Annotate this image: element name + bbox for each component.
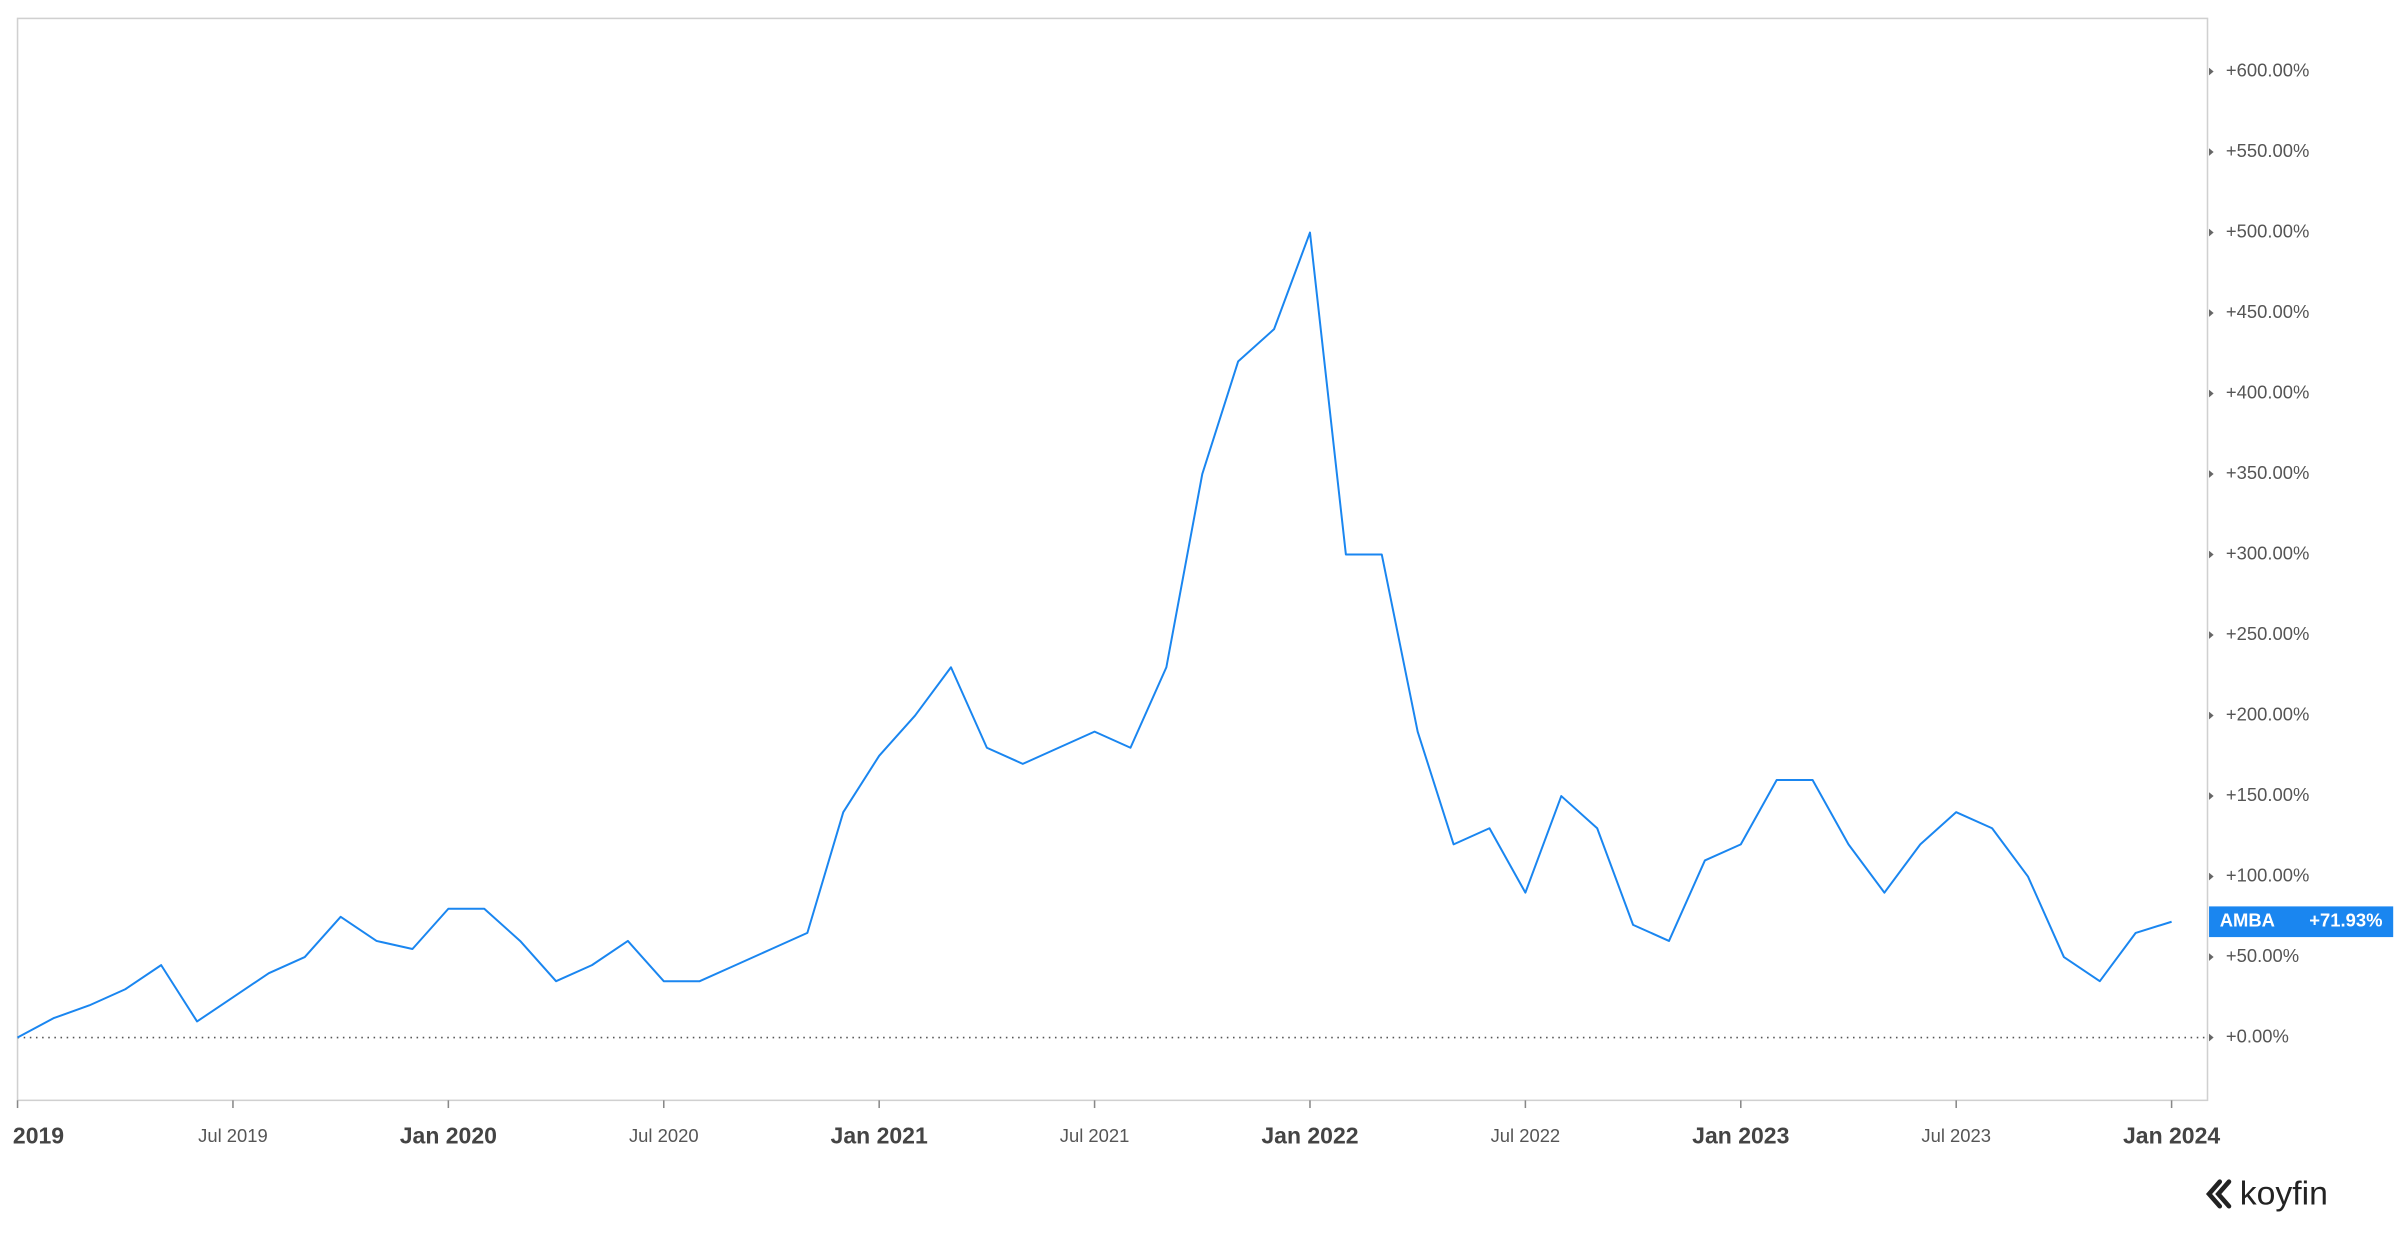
- y-tick-mark: [2209, 309, 2214, 317]
- y-tick-label: +400.00%: [2226, 381, 2309, 402]
- y-tick-label: +250.00%: [2226, 623, 2309, 644]
- y-tick-label: +450.00%: [2226, 301, 2309, 322]
- y-tick-mark: [2209, 1033, 2214, 1042]
- x-tick-label: Jul 2020: [629, 1125, 699, 1146]
- y-tick-mark: [2209, 550, 2214, 559]
- y-tick-mark: [2209, 148, 2214, 156]
- brand-icon: [2205, 1179, 2232, 1209]
- y-tick-label: +300.00%: [2226, 542, 2309, 563]
- x-tick-label: Jan 2024: [2123, 1122, 2220, 1148]
- y-tick-mark: [2209, 470, 2214, 478]
- x-tick-label: 2019: [13, 1122, 64, 1148]
- x-tick-label: Jul 2021: [1060, 1125, 1130, 1146]
- x-tick-label: Jul 2023: [1921, 1125, 1991, 1146]
- y-tick-mark: [2209, 792, 2214, 800]
- y-tick-label: +500.00%: [2226, 220, 2309, 241]
- y-tick-label: +0.00%: [2226, 1025, 2289, 1046]
- last-value-tag: AMBA +71.93%: [2209, 906, 2394, 938]
- y-tick-mark: [2209, 953, 2214, 961]
- plot-frame: [16, 17, 2209, 1102]
- y-tick-label: +50.00%: [2226, 945, 2299, 966]
- y-tick-label: +600.00%: [2226, 59, 2309, 80]
- y-tick-mark: [2209, 228, 2214, 237]
- y-tick-mark: [2209, 67, 2214, 76]
- brand-logo: koyfin: [2205, 1174, 2328, 1212]
- y-tick-label: +100.00%: [2226, 864, 2309, 885]
- x-tick-label: Jan 2020: [400, 1122, 497, 1148]
- value-label: +71.93%: [2309, 910, 2382, 931]
- x-tick-label: Jan 2023: [1692, 1122, 1789, 1148]
- x-tick-label: Jul 2019: [198, 1125, 268, 1146]
- y-tick-mark: [2209, 631, 2214, 639]
- y-tick-label: +150.00%: [2226, 784, 2309, 805]
- y-tick-mark: [2209, 872, 2214, 881]
- y-tick-mark: [2209, 711, 2214, 720]
- last-value-tag-bg: [2209, 906, 2394, 938]
- x-tick-label: Jan 2022: [1261, 1122, 1358, 1148]
- y-tick-label: +200.00%: [2226, 703, 2309, 724]
- y-tick-label: +550.00%: [2226, 140, 2309, 161]
- x-tick-label: Jul 2022: [1491, 1125, 1561, 1146]
- series-name: AMBA: [2220, 910, 2275, 931]
- x-tick-label: Jan 2021: [831, 1122, 928, 1148]
- y-tick-label: +350.00%: [2226, 462, 2309, 483]
- y-tick-mark: [2209, 389, 2214, 398]
- brand-name: koyfin: [2240, 1174, 2328, 1212]
- line-series: [17, 231, 2172, 1039]
